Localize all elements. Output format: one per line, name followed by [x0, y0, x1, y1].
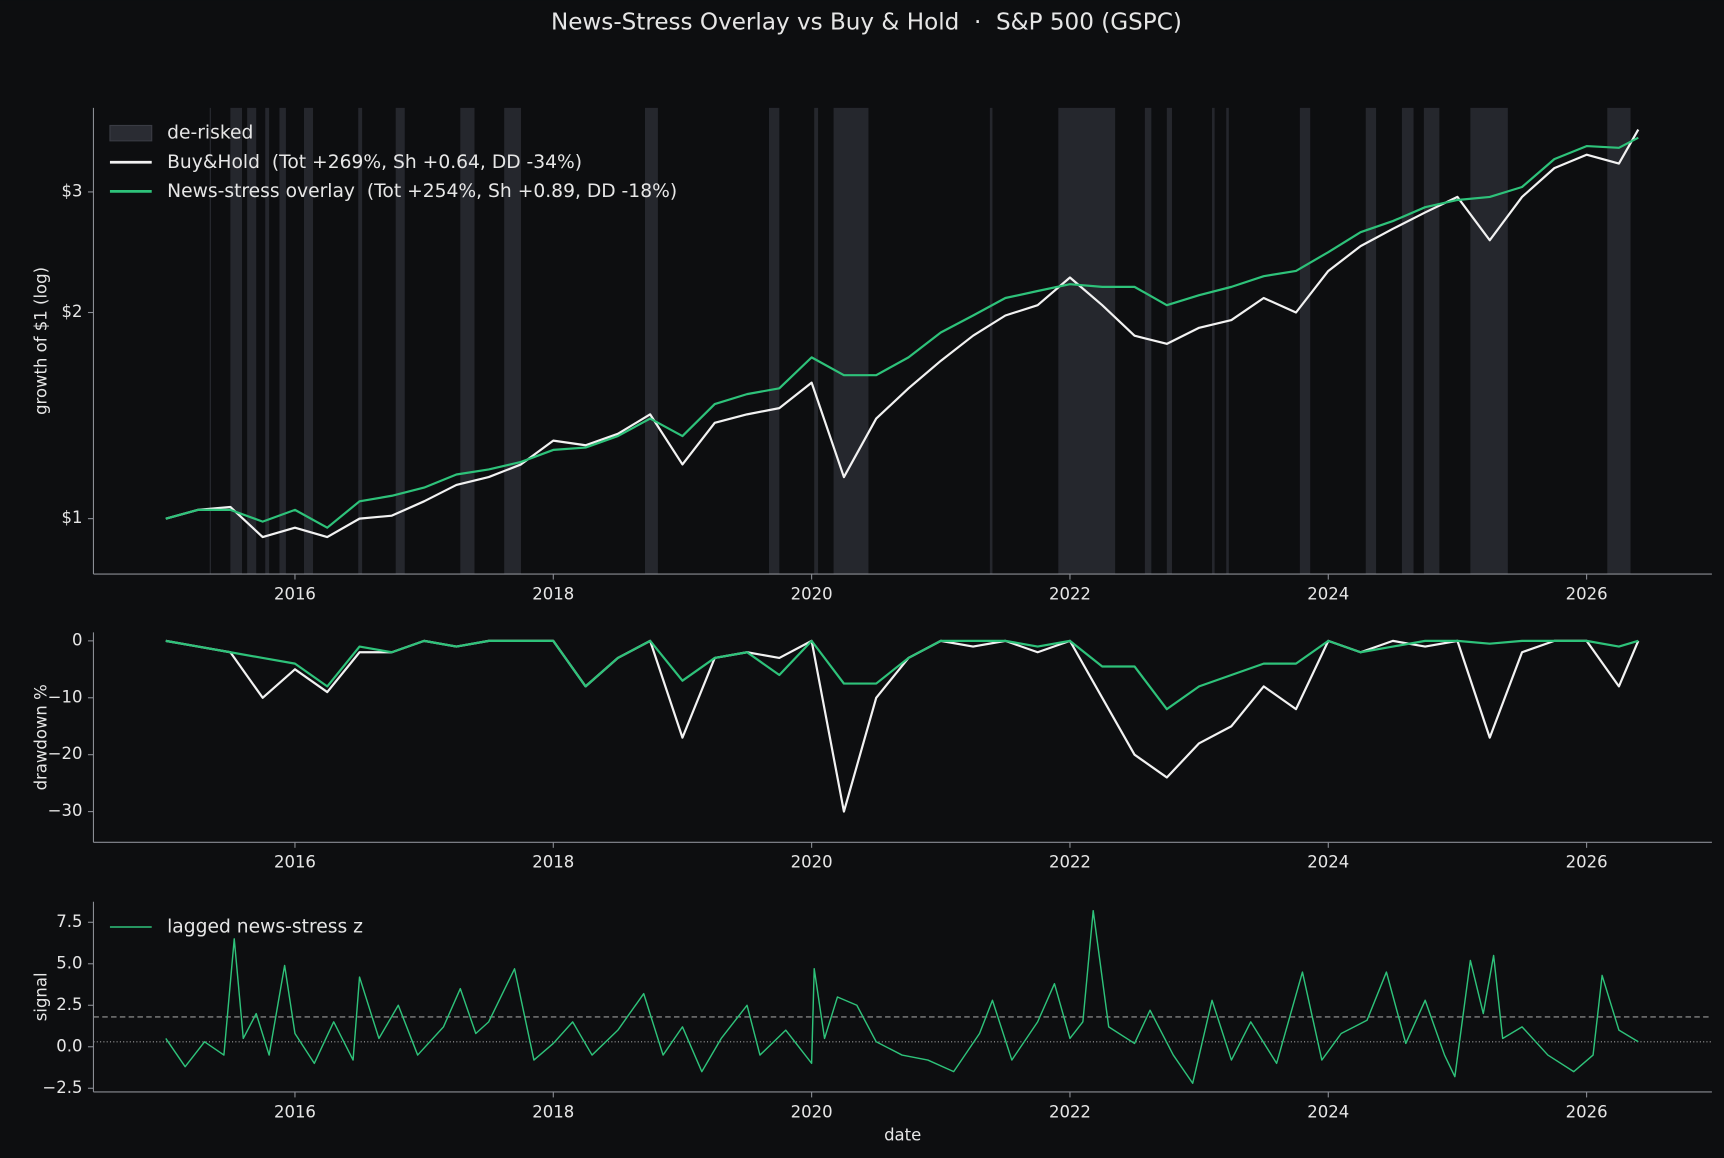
de-risked-span	[644, 107, 658, 575]
legend-label: lagged news-stress z	[167, 916, 363, 937]
y-tick-label: 7.5	[56, 912, 82, 931]
de-risked-span	[504, 107, 521, 575]
x-tick-label: 2020	[791, 1102, 833, 1121]
de-risked-span	[230, 107, 242, 575]
de-risked-span	[1144, 107, 1152, 575]
figure-title: News-Stress Overlay vs Buy & Hold · S&P …	[551, 10, 1182, 36]
x-tick-label: 2024	[1307, 1102, 1349, 1121]
y-tick-label: −30	[48, 801, 83, 820]
de-risked-span	[814, 107, 819, 575]
de-risked-span	[303, 107, 314, 575]
de-risked-span	[1058, 107, 1116, 575]
de-risked-span	[768, 107, 780, 575]
y-tick-label: $3	[61, 181, 82, 200]
legend-swatch	[109, 124, 153, 142]
de-risked-span	[358, 107, 363, 575]
series-line	[165, 129, 1640, 539]
y-axis-label: drawdown %	[31, 684, 50, 790]
series-line	[165, 136, 1639, 529]
panel: 2016 2018 2020 2022 2024 2026 $1 $2 $3 growth of …	[31, 107, 1712, 603]
x-tick-label: 2022	[1049, 584, 1091, 603]
x-tick-label: 2016	[274, 584, 316, 603]
de-risked-span	[1365, 107, 1377, 575]
x-tick-label: 2016	[274, 853, 316, 872]
panel: 2016 2018 2020 2022 2024 2026 −2.5 0.0 2.5 5.0 7.5…	[31, 901, 1712, 1144]
x-tick-label: 2026	[1566, 853, 1608, 872]
y-axis-label: signal	[31, 972, 50, 1021]
x-tick-label: 2018	[532, 1102, 574, 1121]
series-line	[165, 909, 1639, 1084]
x-tick-label: 2020	[791, 853, 833, 872]
y-tick-label: 2.5	[56, 995, 82, 1014]
y-tick-label: −2.5	[42, 1078, 82, 1097]
x-tick-label: 2026	[1566, 1102, 1608, 1121]
de-risked-span	[279, 107, 286, 575]
de-risked-span	[1401, 107, 1414, 575]
de-risked-span	[1212, 107, 1215, 575]
legend-label: de-risked	[167, 123, 253, 144]
y-tick-label: −20	[48, 744, 83, 763]
y-tick-label: −10	[48, 687, 83, 706]
x-tick-label: 2024	[1307, 584, 1349, 603]
x-tick-label: 2020	[791, 584, 833, 603]
legend-label: News-stress overlay (Tot +254%, Sh +0.89…	[167, 181, 677, 202]
de-risked-span	[247, 107, 257, 575]
panel: 2016 2018 2020 2022 2024 2026 −30 −20 −10 0 drawdo…	[31, 630, 1712, 872]
de-risked-span	[1470, 107, 1508, 575]
y-axis-label: growth of $1 (log)	[31, 267, 50, 415]
de-risked-span	[1166, 107, 1172, 575]
x-tick-label: 2016	[274, 1102, 316, 1121]
de-risked-span	[1299, 107, 1311, 575]
de-risked-span	[1423, 107, 1440, 575]
x-tick-label: 2024	[1307, 853, 1349, 872]
x-tick-label: 2018	[532, 584, 574, 603]
x-tick-label: 2018	[532, 853, 574, 872]
de-risked-span	[460, 107, 475, 575]
y-tick-label: $2	[61, 302, 82, 321]
de-risked-span	[989, 107, 993, 575]
x-tick-label: 2026	[1566, 584, 1608, 603]
series-line	[165, 639, 1639, 711]
de-risked-span	[833, 107, 869, 575]
de-risked-span	[265, 107, 270, 575]
y-tick-label: 0.0	[56, 1036, 82, 1055]
legend-label: Buy&Hold (Tot +269%, Sh +0.64, DD -34%)	[167, 152, 582, 173]
x-tick-label: 2022	[1049, 853, 1091, 872]
x-axis-label: date	[884, 1125, 921, 1144]
y-tick-label: 0	[72, 630, 82, 649]
de-risked-span	[209, 107, 211, 575]
de-risked-span	[1607, 107, 1631, 575]
x-tick-label: 2022	[1049, 1102, 1091, 1121]
de-risked-span	[395, 107, 405, 575]
de-risked-span	[1226, 107, 1229, 575]
y-tick-label: 5.0	[56, 953, 82, 972]
y-tick-label: $1	[61, 508, 82, 527]
